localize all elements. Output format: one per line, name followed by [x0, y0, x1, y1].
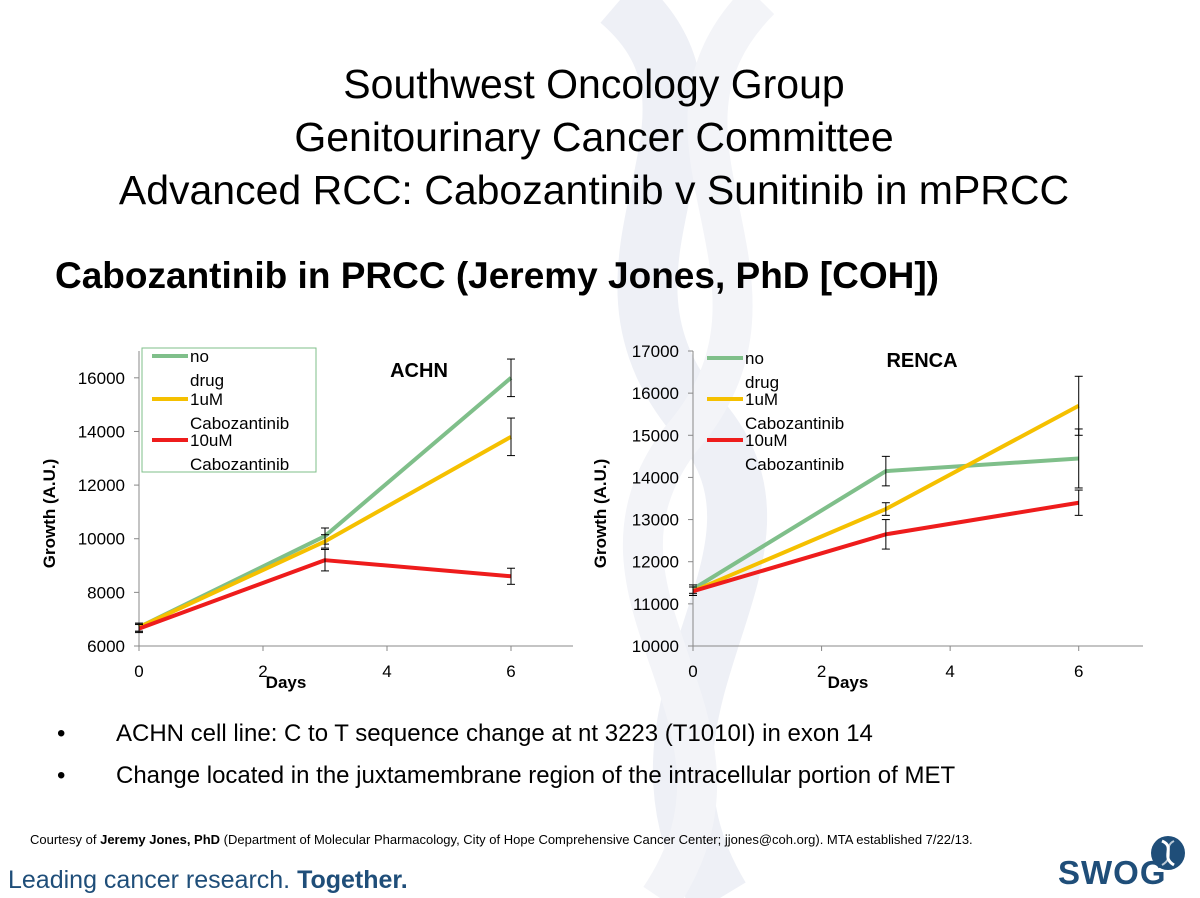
y-tick-label: 12000	[78, 476, 125, 495]
x-tick-label: 0	[688, 662, 697, 681]
legend-label: no	[745, 349, 764, 368]
y-tick-label: 11000	[633, 595, 679, 614]
bullet-item: • ACHN cell line: C to T sequence change…	[55, 720, 1155, 762]
bullet-marker: •	[57, 762, 66, 789]
y-tick-label: 17000	[632, 342, 679, 361]
y-tick-label: 10000	[78, 530, 125, 549]
legend-label-cont: drug	[190, 371, 224, 390]
y-tick-label: 13000	[632, 511, 679, 530]
y-tick-label: 16000	[78, 369, 125, 388]
credit-name: Jeremy Jones, PhD	[100, 832, 221, 847]
tagline: Leading cancer research. Together.	[8, 866, 408, 895]
bullet-list: • ACHN cell line: C to T sequence change…	[55, 720, 1155, 804]
legend-label: 10uM	[745, 431, 788, 450]
slide-title: Southwest Oncology Group Genitourinary C…	[0, 58, 1188, 217]
x-tick-label: 4	[945, 662, 954, 681]
slide-subtitle: Cabozantinib in PRCC (Jeremy Jones, PhD …	[55, 255, 939, 296]
swog-logo-text: SWOG	[1058, 854, 1167, 891]
legend-label-cont: Cabozantinib	[190, 455, 289, 474]
x-tick-label: 6	[1074, 662, 1083, 681]
x-tick-label: 2	[817, 662, 826, 681]
swog-helix-icon	[1151, 836, 1185, 870]
swog-logo: SWOG	[1058, 835, 1188, 891]
title-line-1: Southwest Oncology Group	[343, 61, 845, 107]
credit-prefix: Courtesy of	[30, 832, 101, 847]
legend-label: 1uM	[745, 390, 778, 409]
bullet-marker: •	[57, 720, 66, 747]
title-line-2: Genitourinary Cancer Committee	[294, 114, 894, 160]
title-line-3: Advanced RCC: Cabozantinib v Sunitinib i…	[118, 167, 1070, 213]
legend-label-cont: Cabozantinib	[190, 414, 289, 433]
x-tick-label: 0	[134, 662, 143, 681]
bullet-text: ACHN cell line: C to T sequence change a…	[116, 720, 873, 747]
bullet-text: Change located in the juxtamembrane regi…	[116, 762, 956, 789]
legend-label-cont: drug	[745, 373, 779, 392]
y-tick-label: 14000	[632, 468, 679, 487]
y-tick-label: 10000	[632, 637, 679, 656]
chart-title: ACHN	[390, 360, 448, 382]
legend-label: no	[190, 347, 209, 366]
y-tick-label: 14000	[78, 422, 125, 441]
x-tick-label: 2	[258, 662, 267, 681]
tagline-main: Leading cancer research.	[8, 866, 298, 894]
x-axis-label: Days	[828, 673, 869, 692]
y-axis-label: Growth (A.U.)	[591, 459, 610, 569]
y-tick-label: 15000	[632, 426, 679, 445]
credit-note: Courtesy of Jeremy Jones, PhD (Departmen…	[30, 832, 973, 847]
legend-box	[141, 347, 317, 473]
x-tick-label: 4	[382, 662, 391, 681]
bullet-item: • Change located in the juxtamembrane re…	[55, 762, 1155, 804]
legend-label: 10uM	[190, 431, 233, 450]
chart-title: RENCA	[886, 350, 957, 372]
legend-label-cont: Cabozantinib	[745, 455, 844, 474]
y-axis-label: Growth (A.U.)	[40, 459, 59, 569]
y-tick-label: 12000	[632, 553, 679, 572]
credit-details: (Department of Molecular Pharmacology, C…	[220, 832, 973, 847]
x-axis-label: Days	[266, 673, 307, 692]
y-tick-label: 16000	[632, 384, 679, 403]
legend-label-cont: Cabozantinib	[745, 414, 844, 433]
x-tick-label: 6	[506, 662, 515, 681]
legend-label: 1uM	[190, 390, 223, 409]
y-tick-label: 6000	[87, 637, 125, 656]
y-tick-label: 8000	[87, 583, 125, 602]
tagline-bold: Together.	[297, 866, 408, 894]
